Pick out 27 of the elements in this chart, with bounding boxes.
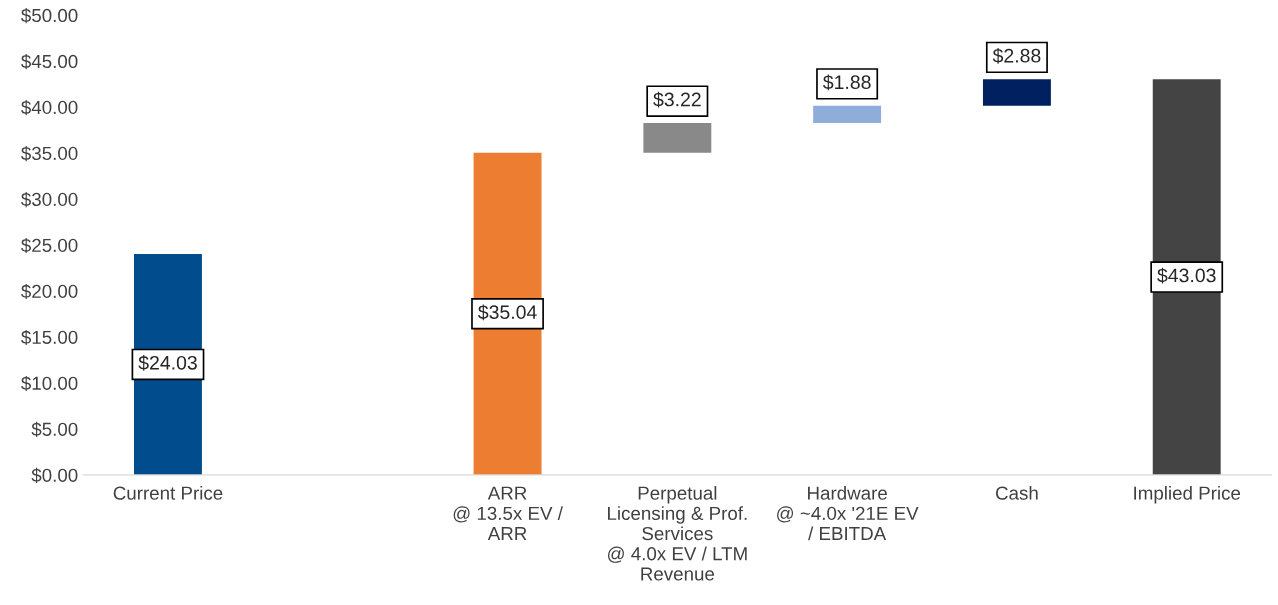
- y-tick-label: $40.00: [21, 100, 78, 116]
- bar: [813, 105, 882, 124]
- data-label: $35.04: [478, 304, 537, 321]
- bar: [473, 152, 542, 475]
- y-tick-label: $35.00: [21, 145, 78, 162]
- y-tick-label: $30.00: [21, 191, 78, 208]
- x-tick-label: Cash: [995, 486, 1038, 500]
- y-tick-label: $0.00: [31, 467, 78, 484]
- y-tick-label: $45.00: [21, 54, 78, 70]
- y-tick-label: $10.00: [21, 375, 78, 392]
- x-tick-label: Current Price: [113, 486, 223, 500]
- y-tick-label: $15.00: [21, 329, 78, 346]
- data-label: $1.88: [823, 74, 871, 91]
- x-tick-label: ARR @ 13.5x EV / ARR: [453, 486, 563, 541]
- x-tick-label: Perpetual Licensing & Prof. Services @ 4.0x EV / LTM Revenue: [607, 486, 747, 581]
- data-label: $3.22: [653, 91, 701, 108]
- data-label: $24.03: [138, 355, 197, 371]
- x-tick-label: Hardware @ ~4.0x '21E EV / EBITDA: [777, 486, 919, 541]
- bar: [982, 79, 1051, 106]
- y-tick-label: $5.00: [31, 421, 78, 438]
- y-tick-label: $20.00: [21, 283, 78, 300]
- bar: [643, 123, 712, 153]
- y-tick-label: $25.00: [21, 237, 78, 254]
- y-tick-label: $50.00: [21, 8, 78, 24]
- x-tick-label: Implied Price: [1134, 486, 1241, 504]
- data-label: $2.88: [992, 48, 1041, 64]
- data-label: $43.03: [1157, 267, 1216, 284]
